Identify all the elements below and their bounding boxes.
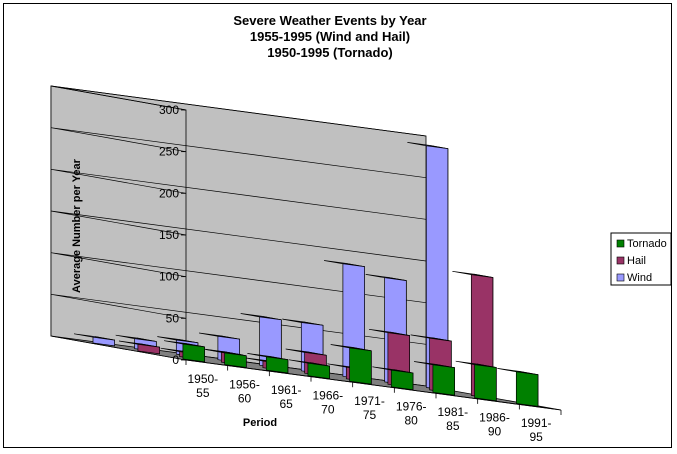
x-tick-label: 1950- (187, 372, 218, 386)
title-line-2: 1955-1995 (Wind and Hail) (250, 29, 410, 44)
bar-tornado-5 (372, 366, 414, 391)
x-axis-line (185, 359, 562, 411)
bar-tornado-0 (164, 340, 205, 363)
x-tick-label: 1986- (479, 411, 510, 425)
y-tick-label: 150 (159, 228, 179, 242)
gridline (50, 168, 427, 220)
y-tick-label: 250 (159, 145, 179, 159)
x-tick-label: 1971- (354, 394, 385, 408)
y-axis-title: Average Number per Year (71, 158, 83, 293)
title-line-1: Severe Weather Events by Year (233, 13, 426, 28)
x-tick-label: 65 (279, 397, 293, 411)
bar-tornado-3 (289, 359, 330, 380)
x-tick-label: 80 (404, 414, 418, 428)
x-tick-label: 95 (529, 430, 543, 444)
bar-hail-0 (118, 340, 160, 355)
legend-label-wind: Wind (627, 272, 652, 284)
gridline (50, 252, 427, 304)
y-axis-ticks: 0 50 100 150 200 250 300 (50, 85, 427, 367)
x-tick-label: 70 (321, 402, 335, 416)
legend-label-hail: Hail (627, 255, 646, 267)
bar-tornado-7 (455, 360, 497, 402)
x-tick-label: 1956- (229, 377, 260, 391)
x-tick-label: 55 (196, 386, 210, 400)
bar-tornado-2 (247, 353, 289, 374)
chart-frame: 0 50 100 150 200 250 300 1950- 55 1956- 60 1961- 65… (3, 3, 672, 448)
chart-title: Severe Weather Events by Year 1955-1995 … (233, 13, 426, 60)
title-line-3: 1950-1995 (Tornado) (267, 45, 392, 60)
bar-wind-8 (407, 142, 449, 391)
bar-wind-4 (240, 313, 282, 369)
gridline (50, 127, 427, 179)
gridline (50, 210, 427, 262)
legend: Tornado Hail Wind (610, 232, 672, 286)
legend-label-tornado: Tornado (627, 238, 667, 250)
bar-wind-0 (73, 333, 115, 347)
bar-tornado-1 (205, 349, 247, 368)
x-tick-label: 1981- (437, 405, 468, 419)
x-tick-label: 1976- (396, 400, 427, 414)
x-tick-label: 75 (363, 408, 377, 422)
x-tick-label: 60 (238, 391, 252, 405)
bars (73, 142, 539, 407)
chart-svg: 0 50 100 150 200 250 300 1950-55 1956-60 1961-65… (50, 13, 672, 444)
series-tornado (164, 340, 539, 407)
gridline (50, 85, 427, 137)
legend-swatch-hail (616, 256, 625, 265)
x-axis-tick-labels: 1950-55 1956-60 1961-65 1966-70 1971-75 1976-… (185, 359, 562, 444)
legend-swatch-wind (616, 273, 625, 282)
y-tick-label: 0 (172, 353, 179, 367)
bar-tornado-6 (414, 361, 455, 396)
bar-tornado-8 (497, 368, 539, 407)
x-axis-title: Period (243, 417, 277, 429)
x-tick-label: 90 (488, 425, 502, 439)
x-tick-label: 1991- (521, 416, 552, 430)
y-tick-label: 100 (159, 270, 179, 284)
y-tick-label: 200 (159, 186, 179, 200)
y-tick-label: 300 (159, 103, 179, 117)
legend-swatch-tornado (616, 239, 625, 248)
bar-tornado-4 (330, 344, 372, 385)
x-tick-label: 1966- (312, 388, 343, 402)
x-tick-label: 85 (446, 419, 460, 433)
y-tick-label: 50 (166, 311, 180, 325)
x-tick-label: 1961- (271, 383, 302, 397)
